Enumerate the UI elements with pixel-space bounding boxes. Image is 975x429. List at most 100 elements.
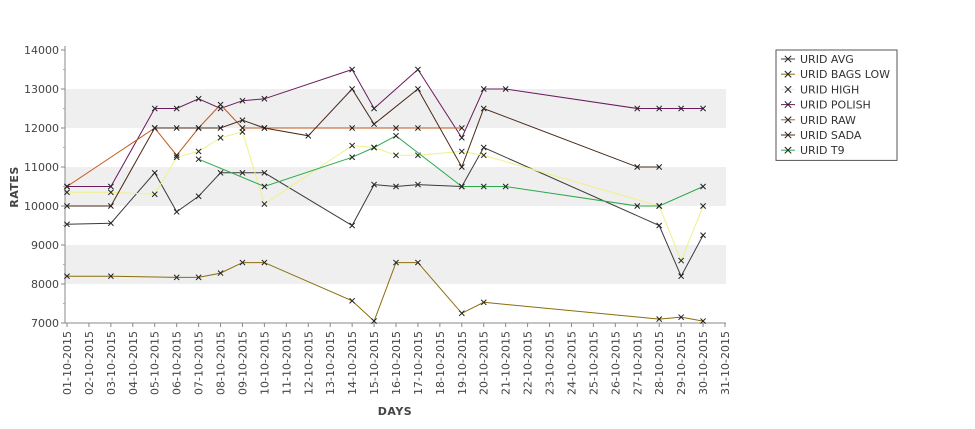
point-marker: [414, 181, 421, 188]
point-marker: [700, 203, 707, 209]
data-point: [173, 152, 180, 159]
data-point: [656, 316, 663, 323]
data-point: [151, 105, 158, 112]
data-point: [151, 169, 158, 176]
legend-label: URID POLISH: [800, 99, 871, 112]
point-marker: [656, 316, 663, 323]
point-marker: [239, 125, 246, 131]
legend-marker: [784, 70, 792, 78]
legend-item: URID AVG: [781, 53, 854, 66]
point-marker: [678, 273, 685, 280]
x-tick-label: 27-10-2015: [631, 331, 644, 395]
point-marker: [64, 203, 70, 209]
x-axis: 01-10-2015 02-10-2015 03-10-2015 04-10-2015…: [61, 322, 732, 395]
y-tick-label: 14000: [24, 44, 59, 57]
data-point: [502, 86, 509, 92]
point-marker: [349, 297, 356, 304]
data-point: [195, 156, 202, 163]
legend-marker: [784, 146, 792, 154]
x-tick-label: 29-10-2015: [675, 331, 688, 395]
point-marker: [480, 105, 487, 112]
series-urid-sada: [64, 86, 663, 209]
data-point: [107, 220, 114, 227]
point-marker: [502, 183, 509, 190]
point-marker: [305, 132, 312, 139]
data-point: [173, 274, 180, 281]
data-point: [656, 105, 663, 112]
data-point: [458, 148, 465, 155]
data-point: [261, 125, 268, 131]
data-point: [173, 154, 180, 161]
point-marker: [414, 66, 421, 73]
x-tick-label: 16-10-2015: [390, 331, 403, 395]
y-tick-label: 9000: [31, 239, 59, 252]
point-marker: [678, 105, 685, 112]
data-point: [480, 183, 487, 190]
y-tick-label: 11000: [24, 161, 59, 174]
data-point: [700, 318, 707, 325]
data-point: [305, 132, 312, 139]
data-point: [371, 181, 378, 188]
point-marker: [173, 105, 180, 112]
legend-marker: [784, 55, 792, 63]
data-point: [349, 154, 356, 161]
legend-marker: [784, 85, 792, 93]
point-marker: [480, 299, 487, 306]
data-point: [239, 117, 246, 124]
point-marker: [502, 86, 509, 92]
data-point: [656, 222, 663, 229]
legend-label: URID HIGH: [800, 83, 859, 96]
data-point: [195, 148, 202, 155]
data-point: [64, 189, 70, 196]
data-point: [349, 222, 356, 229]
point-marker: [393, 259, 399, 266]
legend-box: [775, 49, 898, 161]
x-tick-label: 24-10-2015: [565, 331, 578, 395]
point-marker: [700, 318, 707, 325]
y-axis: 7000 8000 9000 10000 11000 12000 13000 14000: [24, 44, 66, 330]
legend-item: URID BAGS LOW: [781, 68, 890, 81]
point-marker: [349, 125, 356, 131]
x-tick-label: 25-10-2015: [587, 331, 600, 395]
point-marker: [217, 101, 224, 108]
point-marker: [458, 125, 465, 131]
data-point: [656, 203, 663, 209]
point-marker: [393, 125, 399, 131]
data-point: [261, 201, 268, 208]
data-point: [107, 203, 114, 209]
point-marker: [195, 193, 202, 200]
legend-label: URID BAGS LOW: [800, 68, 890, 81]
x-tick-label: 20-10-2015: [478, 331, 491, 395]
data-point: [700, 232, 707, 239]
data-point: [349, 297, 356, 304]
legend-label: URID RAW: [800, 114, 856, 127]
point-marker: [371, 318, 378, 325]
point-marker: [107, 273, 114, 280]
y-tick-label: 7000: [31, 317, 59, 330]
data-point: [414, 86, 421, 92]
legend-item: URID HIGH: [781, 83, 859, 96]
point-marker: [458, 164, 465, 170]
data-point: [414, 66, 421, 73]
x-tick-label: 01-10-2015: [61, 331, 74, 395]
point-marker: [700, 232, 707, 239]
data-point: [393, 152, 399, 159]
point-marker: [151, 105, 158, 112]
point-marker: [458, 183, 465, 190]
point-marker: [195, 125, 202, 131]
point-marker: [195, 156, 202, 163]
x-tick-label: 13-10-2015: [324, 331, 337, 395]
point-marker: [151, 125, 158, 131]
data-point: [393, 132, 399, 139]
data-point: [151, 125, 158, 131]
data-point: [634, 164, 641, 170]
point-marker: [656, 203, 663, 209]
data-point: [371, 318, 378, 325]
data-point: [480, 86, 487, 92]
data-point: [634, 105, 641, 112]
point-marker: [173, 154, 180, 161]
plot-area: [64, 66, 707, 325]
data-point: [458, 310, 465, 317]
point-marker: [458, 148, 465, 155]
